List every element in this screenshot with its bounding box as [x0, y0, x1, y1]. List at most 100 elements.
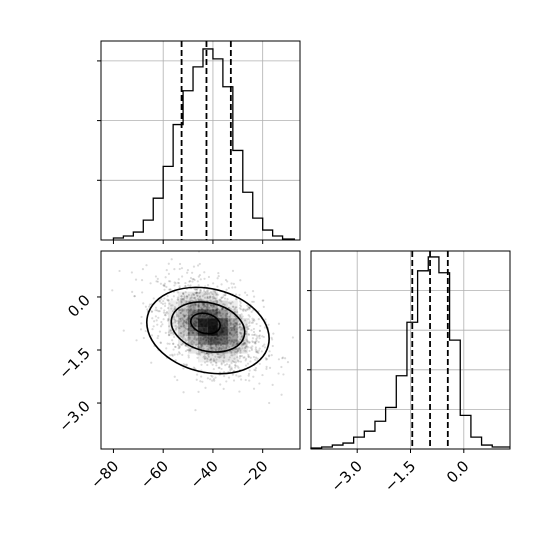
scatter-point — [206, 303, 209, 307]
scatter-point — [216, 355, 220, 359]
scatter-point — [150, 310, 154, 313]
scatter-point — [234, 366, 237, 369]
density-cell — [227, 309, 238, 319]
scatter-point — [247, 353, 250, 356]
scatter-point — [236, 333, 239, 336]
scatter-point — [197, 305, 200, 308]
scatter-point — [179, 317, 182, 320]
scatter-point — [239, 348, 242, 351]
scatter-point — [230, 323, 233, 326]
scatter-point — [209, 291, 213, 294]
scatter-point — [186, 338, 189, 342]
scatter-point — [249, 356, 252, 359]
scatter-point — [192, 331, 195, 335]
scatter-point — [182, 324, 186, 327]
scatter-point — [118, 269, 121, 273]
scatter-point — [182, 298, 185, 301]
scatter-point — [195, 292, 198, 295]
scatter-point — [211, 347, 214, 350]
scatter-point — [191, 344, 194, 347]
scatter-point — [195, 339, 199, 342]
scatter-point — [187, 284, 190, 287]
scatter-point — [241, 328, 244, 331]
scatter-point — [210, 358, 213, 361]
scatter-point — [180, 343, 183, 347]
scatter-point — [188, 349, 191, 352]
scatter-point — [180, 325, 183, 328]
scatter-point — [172, 342, 175, 346]
histogram-bar — [354, 437, 365, 449]
scatter-point — [196, 288, 199, 291]
scatter-point — [182, 334, 185, 337]
density-cell — [178, 291, 189, 301]
scatter-point — [236, 339, 239, 343]
histogram-bar — [460, 415, 471, 449]
scatter-point — [158, 300, 161, 303]
scatter-point — [215, 301, 219, 304]
scatter-point — [227, 322, 230, 326]
scatter-point — [242, 356, 245, 359]
scatter-point — [247, 306, 250, 309]
joint-inner — [111, 251, 295, 412]
density-cell — [217, 318, 228, 328]
scatter-point — [215, 348, 218, 351]
scatter-point — [184, 321, 188, 324]
scatter-point — [170, 353, 174, 356]
scatter-point — [215, 358, 218, 361]
scatter-point — [189, 300, 192, 303]
scatter-point — [194, 291, 197, 294]
scatter-point — [207, 303, 210, 306]
histogram-bar — [153, 198, 163, 240]
scatter-point — [237, 348, 240, 351]
scatter-point — [251, 300, 254, 303]
scatter-point — [178, 346, 181, 349]
scatter-point — [140, 315, 143, 319]
scatter-point — [226, 298, 229, 301]
scatter-point — [227, 328, 230, 331]
scatter-point — [238, 354, 242, 358]
scatter-point — [203, 361, 207, 364]
scatter-point — [193, 309, 196, 312]
scatter-point — [222, 302, 225, 306]
scatter-point — [183, 295, 186, 298]
scatter-point — [173, 335, 176, 339]
scatter-point — [228, 363, 231, 367]
scatter-point — [186, 332, 190, 335]
scatter-point — [226, 280, 229, 283]
scatter-point — [192, 341, 195, 344]
scatter-point — [174, 307, 177, 310]
scatter-point — [245, 345, 248, 348]
scatter-point — [180, 332, 183, 335]
scatter-point — [231, 326, 235, 330]
scatter-point — [191, 292, 194, 295]
scatter-point — [252, 333, 256, 337]
scatter-point — [220, 367, 223, 371]
scatter-point — [180, 301, 183, 304]
density-cell — [227, 300, 238, 310]
scatter-point — [209, 304, 213, 308]
scatter-point — [215, 292, 218, 296]
scatter-point — [135, 339, 138, 342]
scatter-point — [186, 300, 189, 303]
scatter-point — [181, 275, 184, 278]
scatter-point — [199, 290, 202, 293]
scatter-point — [250, 329, 253, 332]
scatter-point — [239, 349, 242, 353]
scatter-point — [190, 313, 194, 316]
scatter-point — [180, 297, 183, 300]
scatter-point — [229, 341, 233, 344]
scatter-point — [158, 310, 161, 313]
scatter-point — [255, 351, 259, 354]
scatter-point — [222, 347, 226, 350]
scatter-point — [182, 333, 186, 336]
density-cell — [188, 327, 199, 336]
scatter-point — [187, 304, 190, 308]
scatter-point — [140, 278, 144, 282]
scatter-point — [232, 326, 236, 329]
scatter-point — [271, 383, 274, 387]
scatter-point — [190, 304, 193, 307]
scatter-point — [173, 345, 177, 348]
scatter-point — [222, 294, 225, 297]
density-cell — [198, 300, 208, 310]
scatter-point — [204, 292, 207, 295]
